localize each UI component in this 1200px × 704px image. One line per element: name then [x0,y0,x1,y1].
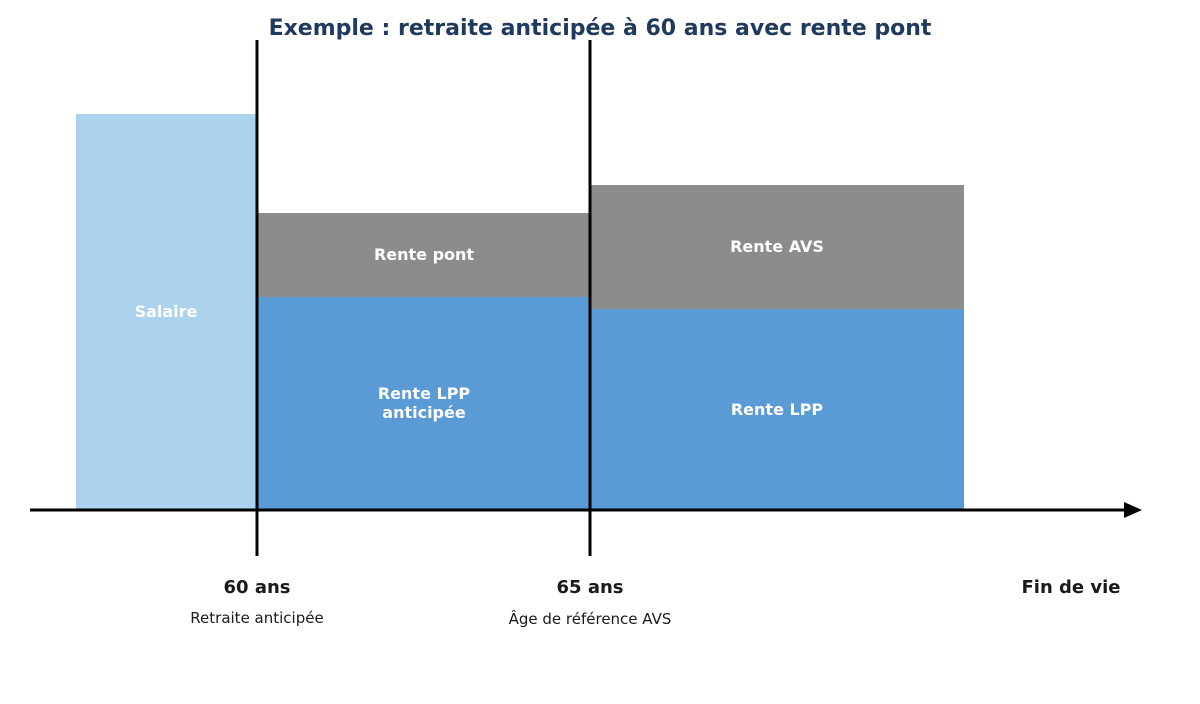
end-of-life-label: Fin de vie [1021,577,1120,598]
diagram-title: Exemple : retraite anticipée à 60 ans av… [269,16,932,41]
age-65-sublabel: Âge de référence AVS [509,609,672,628]
age-60-label: 60 ans [224,577,291,598]
early-lpp-pension-label-line2: anticipée [382,403,466,422]
age-65-label: 65 ans [557,577,624,598]
axis-arrow-icon [1124,502,1142,518]
bridge-pension-block [257,213,590,297]
early-lpp-pension-block [257,297,590,510]
bridge-pension-label: Rente pont [374,245,474,264]
salary-label: Salaire [135,302,198,321]
salary-block [76,114,257,510]
lpp-pension-block [590,309,964,510]
early-lpp-pension-label-line1: Rente LPP [378,384,471,403]
avs-pension-label: Rente AVS [730,237,824,256]
avs-pension-block [590,185,964,309]
age-60-sublabel: Retraite anticipée [190,609,323,627]
lpp-pension-label: Rente LPP [731,400,824,419]
